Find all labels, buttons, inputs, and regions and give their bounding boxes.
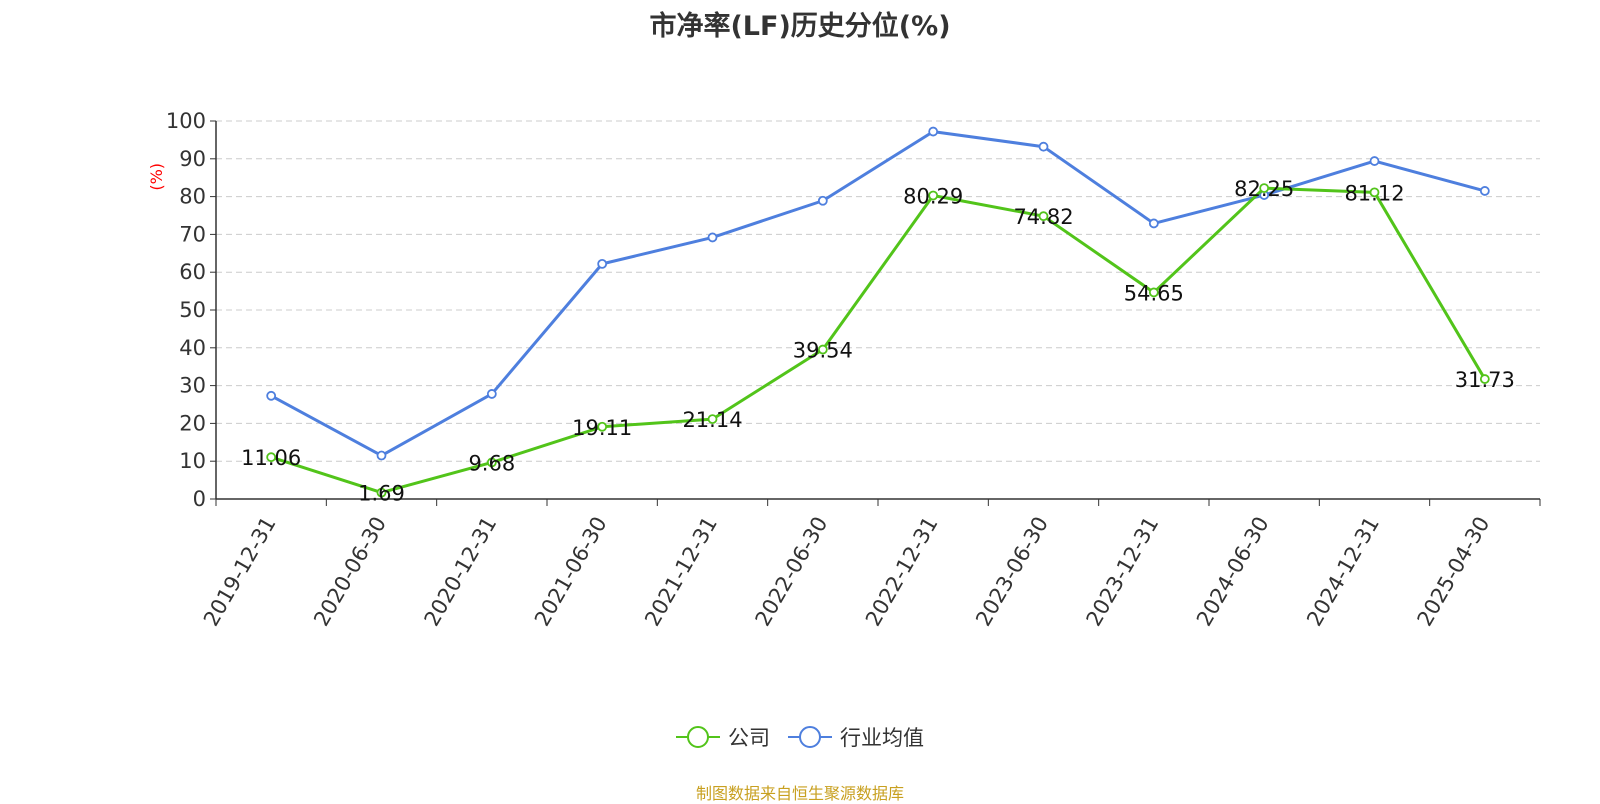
data-point-company[interactable] (707, 414, 718, 424)
data-point-company[interactable] (1479, 374, 1490, 384)
data-label: 80.29 (903, 185, 963, 209)
data-point-company[interactable] (817, 344, 828, 355)
data-point-industry[interactable] (266, 390, 277, 401)
data-point-industry[interactable] (1038, 141, 1049, 152)
data-label: 81.12 (1344, 181, 1404, 205)
x-tick-label: 2023-06-30 (971, 513, 1053, 631)
y-tick-label: 100 (166, 109, 206, 133)
data-label: 19.11 (572, 416, 632, 440)
legend[interactable]: 公司 行业均值 (0, 722, 1600, 752)
data-point-industry[interactable] (1479, 186, 1490, 196)
data-point-company[interactable] (266, 452, 277, 463)
x-tick-label: 2022-12-31 (861, 513, 943, 631)
data-point-company[interactable] (1038, 211, 1049, 222)
data-point-company[interactable] (1148, 287, 1159, 298)
x-tick-label: 2021-12-31 (640, 513, 722, 631)
data-point-company[interactable] (376, 487, 387, 498)
legend-company-label: 公司 (728, 726, 770, 750)
y-tick-label: 60 (179, 260, 206, 284)
data-point-company[interactable] (597, 421, 608, 432)
data-point-industry[interactable] (707, 232, 718, 243)
data-point-industry[interactable] (1369, 156, 1380, 166)
data-label: 74.82 (1013, 205, 1073, 229)
data-label: 54.65 (1124, 281, 1184, 305)
x-tick-label: 2020-12-31 (420, 513, 502, 631)
data-point-company[interactable] (928, 190, 939, 201)
legend-item-company[interactable]: 公司 (676, 722, 770, 752)
y-tick-label: 20 (179, 411, 206, 435)
y-tick-label: 70 (179, 222, 206, 246)
x-tick-label: 2024-06-30 (1192, 513, 1274, 631)
y-axis-label: (%) (147, 163, 166, 191)
data-point-industry[interactable] (376, 450, 387, 461)
data-label: 1.69 (358, 482, 405, 506)
data-point-industry[interactable] (597, 258, 608, 269)
data-label: 82.25 (1234, 177, 1294, 201)
data-label: 31.73 (1455, 368, 1515, 392)
legend-industry-label: 行业均值 (840, 726, 924, 750)
y-tick-label: 0 (193, 487, 206, 511)
legend-industry-swatch-icon (788, 725, 832, 749)
data-point-company[interactable] (486, 457, 497, 468)
legend-item-industry[interactable]: 行业均值 (788, 722, 924, 752)
x-tick-label: 2021-06-30 (530, 513, 612, 631)
y-tick-label: 50 (179, 298, 206, 322)
legend-company-swatch-icon (676, 725, 720, 749)
x-tick-label: 2022-06-30 (751, 513, 833, 631)
data-point-company[interactable] (1369, 187, 1380, 198)
x-tick-label: 2025-04-30 (1413, 513, 1495, 631)
source-note: 制图数据来自恒生聚源数据库 (695, 784, 904, 803)
y-tick-label: 10 (179, 449, 206, 473)
series-line-company (270, 186, 1487, 495)
x-tick-label: 2023-12-31 (1082, 513, 1164, 631)
y-tick-label: 80 (179, 185, 206, 209)
x-tick-label: 2024-12-31 (1302, 513, 1384, 631)
y-tick-label: 40 (179, 336, 206, 360)
chart-title: 市净率(LF)历史分位(%) (649, 11, 951, 42)
data-point-industry[interactable] (928, 126, 939, 137)
x-tick-label: 2020-06-30 (309, 513, 391, 631)
y-tick-label: 90 (179, 147, 206, 171)
data-label: 39.54 (793, 339, 853, 363)
data-label: 11.06 (241, 446, 301, 470)
line-chart: 0 10 20 30 40 50 60 70 80 90 100 (%) 2019-12-31 2020-… (147, 109, 1541, 631)
data-point-industry[interactable] (486, 389, 497, 399)
data-point-industry[interactable] (817, 195, 828, 206)
x-tick-label: 2019-12-31 (199, 513, 281, 631)
series-line-industry (270, 130, 1486, 458)
data-point-industry[interactable] (1148, 218, 1159, 229)
data-label: 21.14 (682, 408, 742, 432)
y-tick-label: 30 (179, 374, 206, 398)
data-label: 9.68 (468, 451, 515, 475)
data-point-company[interactable] (1259, 183, 1270, 193)
